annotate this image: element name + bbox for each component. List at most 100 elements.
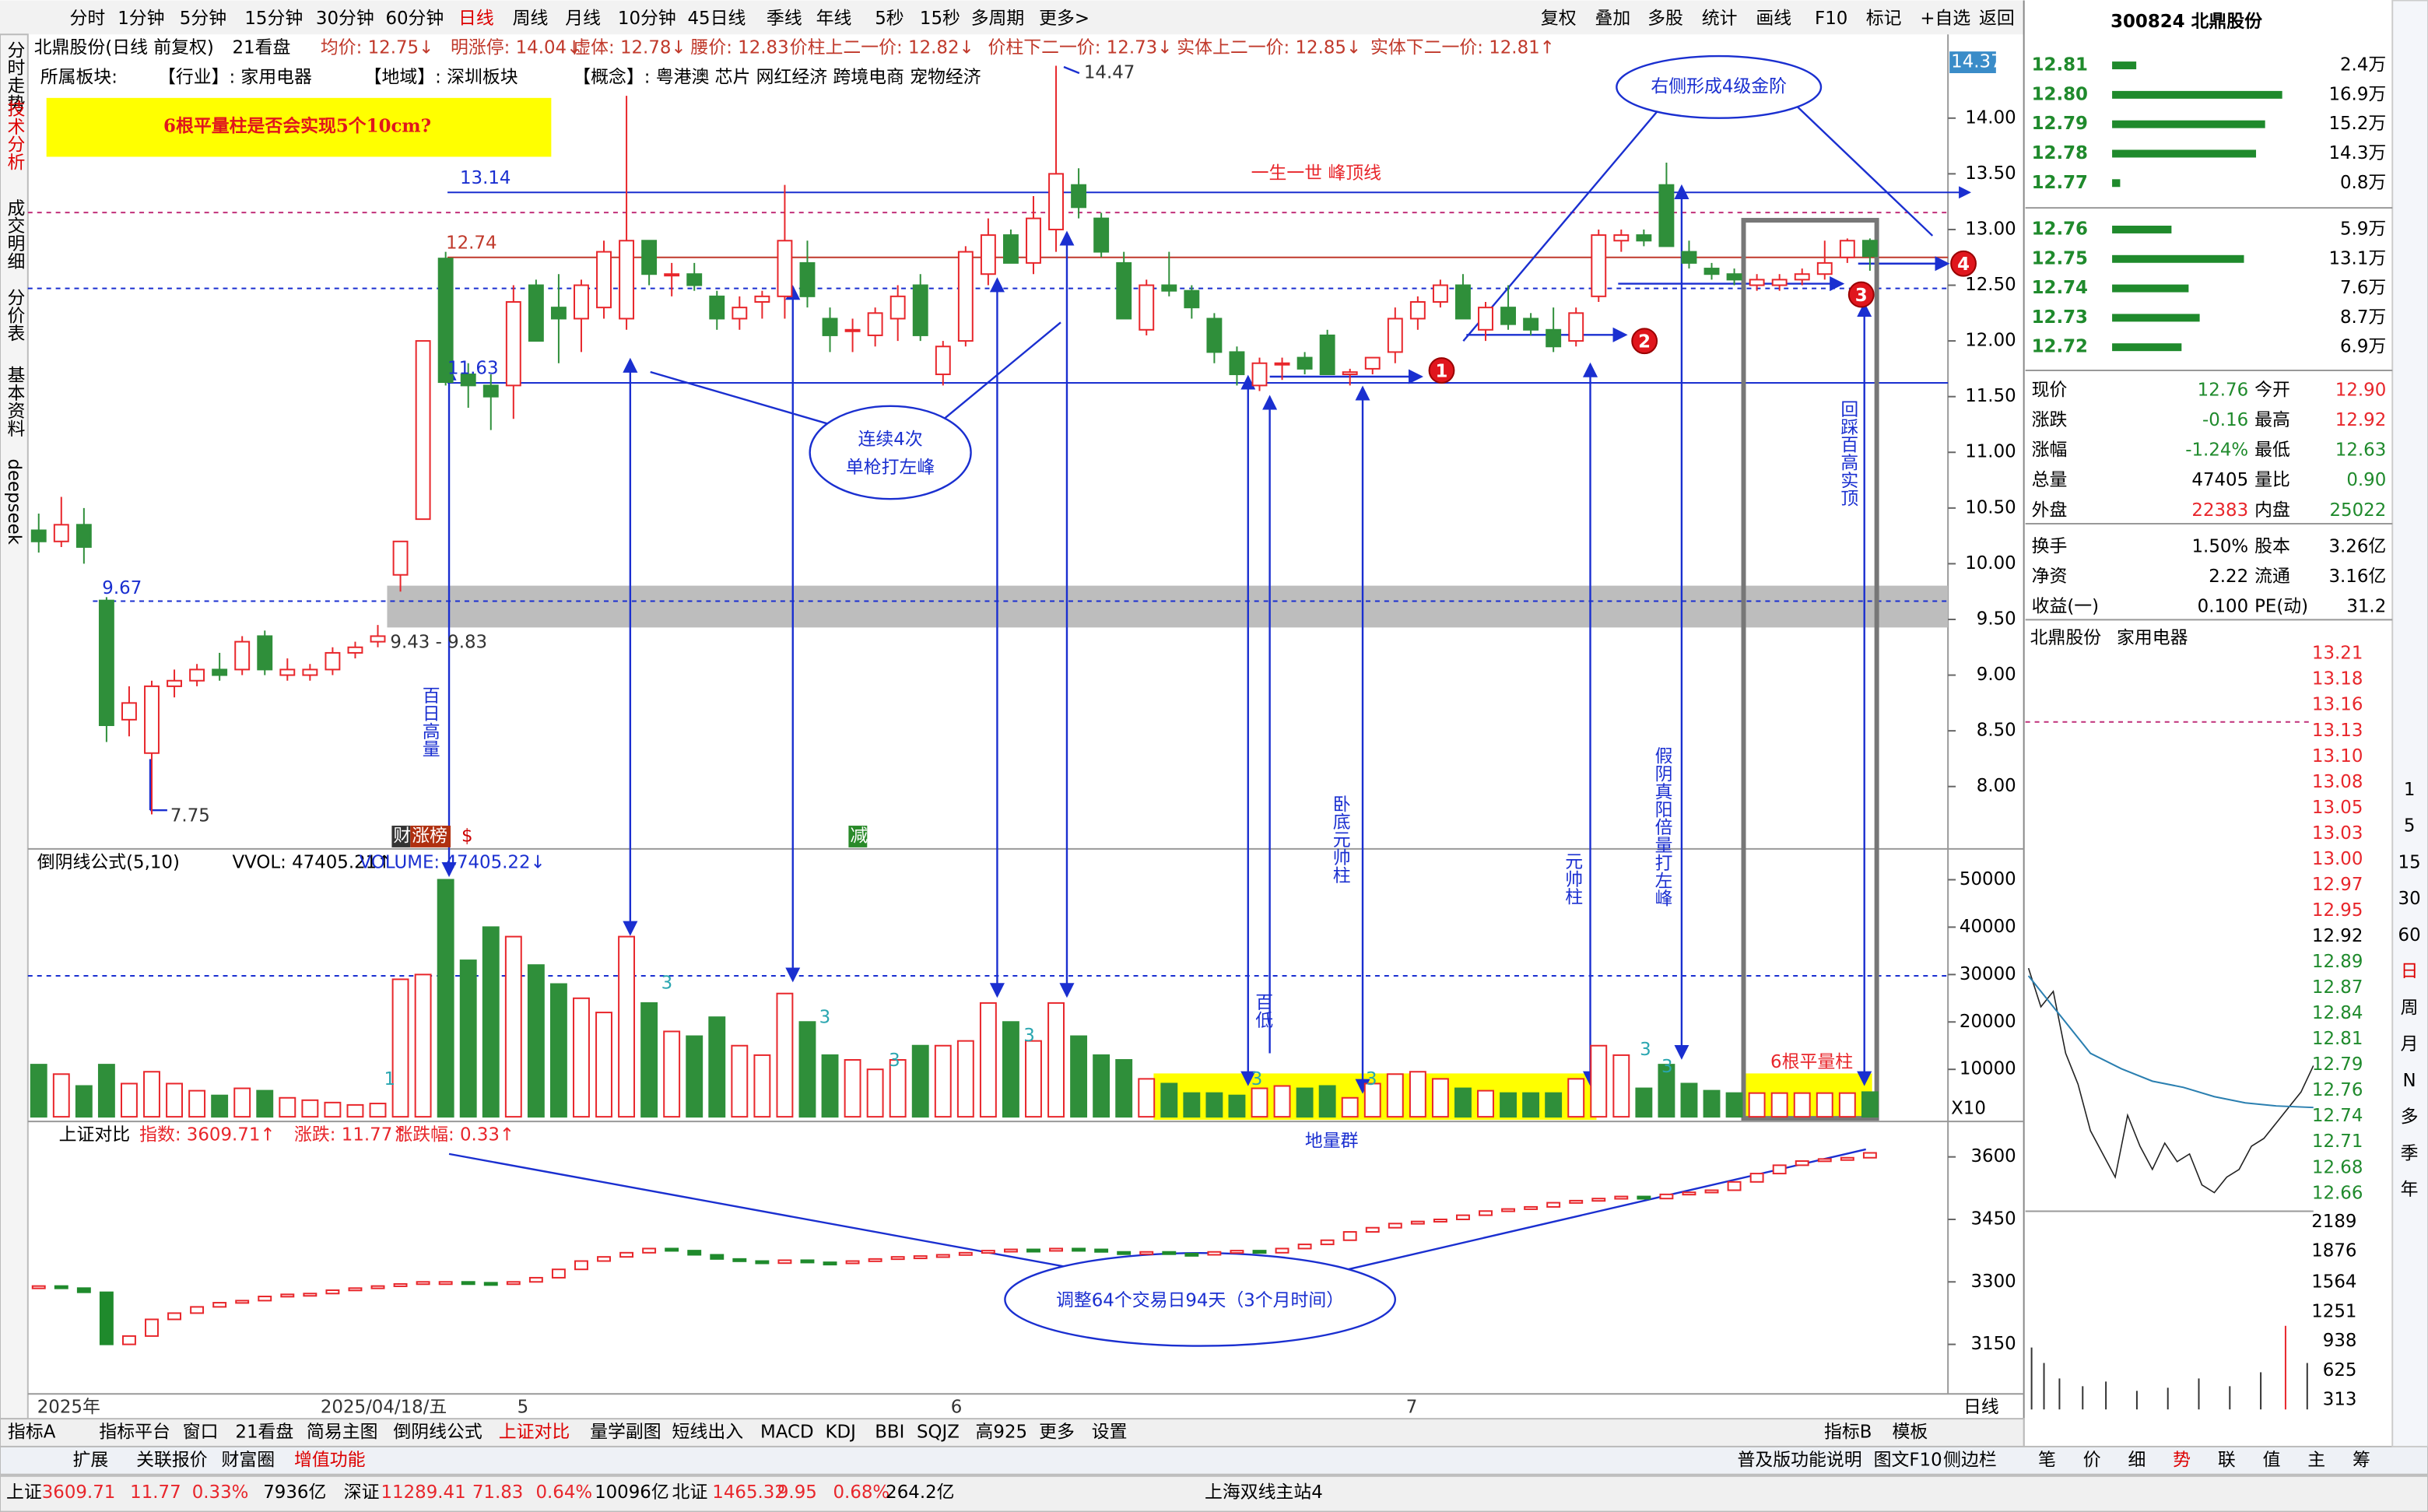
period-tab[interactable]: 周线 [513, 9, 549, 29]
marker [1631, 328, 1658, 355]
stat-label: 换手 [2032, 536, 2068, 556]
indicator-tab[interactable]: 高925 [976, 1423, 1028, 1443]
panel-tab[interactable]: 价 [2083, 1450, 2101, 1470]
volume-bar [731, 1044, 749, 1118]
side-tab[interactable]: deepseek [4, 458, 24, 545]
side-tab[interactable]: 技术分析 [4, 100, 25, 171]
period-tab[interactable]: 月线 [565, 9, 601, 29]
bottom-link[interactable]: 侧边栏 [1943, 1450, 1997, 1470]
bottom-link[interactable]: 关联报价 [136, 1450, 208, 1470]
period-tab[interactable]: 15秒 [920, 9, 960, 29]
bottom-link[interactable]: 增值功能 [294, 1450, 366, 1470]
tool-button[interactable]: F10 [1815, 9, 1847, 29]
period-tab[interactable]: 分时 [70, 9, 106, 29]
period-tab[interactable]: 更多> [1039, 9, 1089, 29]
panel-tab[interactable]: 主 [2307, 1450, 2325, 1470]
period-icon[interactable]: 60 [2398, 925, 2421, 945]
tool-button[interactable]: 画线 [1756, 9, 1791, 29]
indicator-tab[interactable]: MACD [760, 1423, 814, 1443]
candle-body [957, 251, 974, 342]
tool-button[interactable]: 返回 [1979, 9, 2015, 29]
period-icon[interactable]: 周 [2401, 998, 2419, 1018]
period-tab[interactable]: 年线 [816, 9, 852, 29]
volume-bar [776, 992, 794, 1118]
server-name: 上海双线主站4 [1205, 1482, 1323, 1503]
indicator-tab[interactable]: 上证对比 [499, 1423, 570, 1443]
period-tab[interactable]: 30分钟 [316, 9, 374, 29]
index-candle [1365, 1226, 1380, 1233]
volume-bar [504, 935, 522, 1118]
bottom-link[interactable]: 财富圈 [222, 1450, 275, 1470]
indicator-tab[interactable]: KDJ [826, 1423, 856, 1443]
bottom-link[interactable]: 图文F10 [1874, 1450, 1942, 1470]
period-tab[interactable]: 15分钟 [244, 9, 303, 29]
period-icon[interactable]: 1 [2404, 780, 2416, 800]
volume-bar [844, 1059, 861, 1118]
period-tab[interactable]: 1分钟 [118, 9, 164, 29]
volume-bar [708, 1016, 726, 1118]
period-tab[interactable]: 60分钟 [385, 9, 444, 29]
side-tab[interactable]: 基本资料 [4, 366, 25, 437]
panel-tab[interactable]: 联 [2218, 1450, 2236, 1470]
period-icon[interactable]: 季 [2401, 1143, 2419, 1163]
tool-button[interactable]: +自选 [1920, 9, 1970, 29]
index-candle [31, 1285, 46, 1289]
candle-body [1116, 261, 1132, 320]
sub-name: 北鼎股份 [2030, 628, 2102, 648]
indicator-tab[interactable]: SQJZ [917, 1423, 960, 1443]
panel-tab[interactable]: 筹 [2353, 1450, 2370, 1470]
period-tab[interactable]: 多周期 [971, 9, 1025, 29]
period-icon[interactable]: 年 [2401, 1180, 2419, 1200]
period-tab[interactable]: 5分钟 [180, 9, 226, 29]
indicator-tab[interactable]: 倒阴线公式 [393, 1423, 482, 1443]
period-tab[interactable]: 5秒 [875, 9, 903, 29]
indicator-tab[interactable]: BBI [875, 1423, 904, 1443]
period-tab[interactable]: 日线 [458, 9, 494, 29]
panel-tab[interactable]: 细 [2128, 1450, 2146, 1470]
tool-button[interactable]: 复权 [1541, 9, 1577, 29]
panel-tab[interactable]: 笔 [2038, 1450, 2056, 1470]
tool-button[interactable]: 叠加 [1595, 9, 1630, 29]
indicator-tab[interactable]: 简易主图 [307, 1423, 378, 1443]
period-icon[interactable]: 5 [2404, 816, 2416, 837]
stat-value: 22383 [2191, 500, 2248, 521]
period-icon[interactable]: 多 [2401, 1107, 2419, 1128]
side-tab[interactable]: 分价表 [4, 289, 25, 342]
status-item: 上证 [6, 1482, 42, 1503]
index-candle [1682, 1191, 1696, 1196]
indicator-tab[interactable]: 更多 [1039, 1423, 1075, 1443]
indicator-value: 价柱上二一价: 12.82↓ [790, 38, 974, 58]
side-tab[interactable]: 分时走势 [4, 40, 25, 112]
side-tab[interactable]: 成交明细 [4, 198, 25, 270]
indicator-tab[interactable]: 窗口 [183, 1423, 219, 1443]
indicator-tab[interactable]: 指标A [8, 1423, 56, 1443]
tool-button[interactable]: 标记 [1866, 9, 1902, 29]
indicator-tab[interactable]: 模板 [1893, 1423, 1928, 1443]
period-icon[interactable]: 15 [2398, 852, 2421, 872]
indicator-tab[interactable]: 量学副图 [590, 1423, 661, 1443]
indicator-tab[interactable]: 指标B [1824, 1423, 1872, 1443]
indicator-tab[interactable]: 短线出入 [672, 1423, 744, 1443]
intraday-tick: 13.21 [2312, 644, 2363, 664]
period-icon[interactable]: 30 [2398, 889, 2421, 909]
bottom-link[interactable]: 普及版功能说明 [1738, 1450, 1862, 1470]
candle-body [1229, 351, 1245, 376]
indicator-tab[interactable]: 21看盘 [235, 1423, 293, 1443]
panel-tab[interactable]: 势 [2173, 1450, 2191, 1470]
period-icon[interactable]: 日 [2401, 962, 2419, 982]
indicator-tab[interactable]: 指标平台 [99, 1423, 170, 1443]
bottom-link[interactable]: 扩展 [73, 1450, 109, 1470]
level-label: 13.14 [460, 168, 511, 188]
tool-button[interactable]: 统计 [1702, 9, 1738, 29]
period-icon[interactable]: N [2403, 1071, 2416, 1091]
panel-tab[interactable]: 值 [2263, 1450, 2281, 1470]
candle-body [844, 328, 861, 332]
candle-body [889, 295, 906, 320]
period-tab[interactable]: 45日线 [687, 9, 746, 29]
tool-button[interactable]: 多股 [1647, 9, 1683, 29]
indicator-tab[interactable]: 设置 [1092, 1423, 1128, 1443]
period-tab[interactable]: 10分钟 [618, 9, 676, 29]
period-tab[interactable]: 季线 [767, 9, 802, 29]
volume-bar [1816, 1092, 1833, 1118]
period-icon[interactable]: 月 [2401, 1034, 2419, 1054]
